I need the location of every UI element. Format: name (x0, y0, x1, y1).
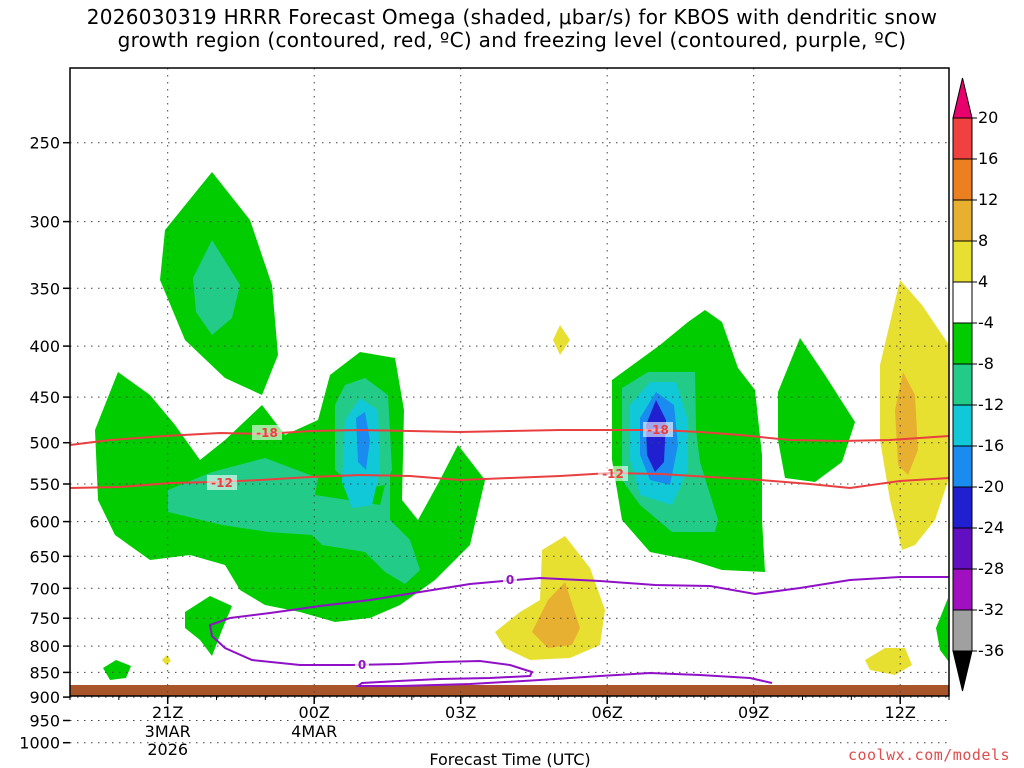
x-axis-label: Forecast Time (UTC) (429, 750, 590, 768)
freezing-level-upper (208, 576, 949, 687)
colorbar-swatch (952, 568, 973, 611)
colorbar-label: -20 (978, 477, 1004, 496)
chart-title: 2026030319 HRRR Forecast Omega (shaded, … (0, 6, 1024, 52)
y-tick-label: 350 (29, 279, 60, 298)
chart-title-line2: growth region (contoured, red, ºC) and f… (117, 28, 907, 52)
y-tick-label: 950 (29, 712, 60, 731)
colorbar-swatch (952, 240, 973, 283)
freezing-label-1: 0 (506, 573, 514, 587)
isotherm-label-12-east: -12 (602, 467, 624, 481)
x-tick-sublabel: 3MAR (145, 722, 191, 741)
y-tick-label: 700 (29, 579, 60, 598)
chart-title-line1: 2026030319 HRRR Forecast Omega (shaded, … (86, 5, 938, 29)
y-tick-label: 300 (29, 213, 60, 232)
y-tick-label: 600 (29, 513, 60, 532)
omega-area-teal-upper (193, 240, 240, 335)
colorbar-top-arrow (952, 77, 973, 119)
y-tick-label: 800 (29, 637, 60, 656)
colorbar-swatch (952, 486, 973, 529)
colorbar-swatch (952, 445, 973, 488)
x-tick-label: 00Z (299, 703, 330, 722)
colorbar-label: -24 (978, 518, 1004, 537)
omega-area-yellow-small3 (162, 655, 171, 665)
colorbar-label: -28 (978, 559, 1004, 578)
x-tick-label: 09Z (738, 703, 769, 722)
colorbar-label: 12 (978, 190, 998, 209)
y-tick-label: 500 (29, 434, 60, 453)
colorbar-label: -36 (978, 641, 1004, 660)
x-tick-label: 06Z (592, 703, 623, 722)
x-tick-sublabel: 4MAR (291, 722, 337, 741)
y-tick-label: 900 (29, 688, 60, 707)
colorbar-label: 16 (978, 149, 998, 168)
colorbar-label: -32 (978, 600, 1004, 619)
x-tick-sublabel: 2026 (147, 740, 188, 759)
y-tick-label: 850 (29, 663, 60, 682)
colorbar-swatch (952, 322, 973, 365)
colorbar-swatch (952, 117, 973, 160)
colorbar-swatch (952, 404, 973, 447)
isotherm-label-12-west: -12 (211, 476, 233, 490)
omega-area-green-10z (778, 338, 855, 482)
colorbar-swatch (952, 199, 973, 242)
isotherm-labels: -18 -18 -12 -12 (207, 422, 673, 490)
colorbar-bottom-arrow (952, 650, 973, 692)
colorbar-label: -8 (978, 354, 994, 373)
isotherm-label-18-east: -18 (647, 423, 669, 437)
colorbar-label: 8 (978, 231, 988, 250)
y-tick-label: 450 (29, 388, 60, 407)
ground-surface (70, 685, 949, 696)
omega-area-orange-05z (532, 582, 580, 648)
omega-area-orange-12z (895, 372, 918, 475)
colorbar-swatch (952, 527, 973, 570)
colorbar-label: 20 (978, 108, 998, 127)
freezing-label-2: 0 (358, 658, 366, 672)
y-tick-label: 650 (29, 547, 60, 566)
y-tick-label: 1000 (19, 734, 60, 753)
omega-area-green-small1 (185, 596, 232, 656)
colorbar-swatch (952, 363, 973, 406)
y-tick-label: 400 (29, 337, 60, 356)
colorbar-label: -16 (978, 436, 1004, 455)
y-tick-label: 550 (29, 475, 60, 494)
colorbar-label: -12 (978, 395, 1004, 414)
omega-area-yellow-small2 (865, 648, 912, 675)
x-tick-label: 03Z (445, 703, 476, 722)
x-tick-label: 21Z (152, 703, 183, 722)
colorbar: 20 16 12 8 4 -4 -8 -12 -16 -20 -24 -28 -32 -36 (952, 77, 1004, 692)
isotherm-label-18-west: -18 (256, 426, 278, 440)
freezing-level-labels: 0 0 (355, 572, 517, 672)
watermark: coolwx.com/models (847, 746, 1010, 764)
omega-area-blue-01z (356, 412, 370, 470)
omega-area-green-small2 (103, 660, 131, 680)
isotherm-minus18 (69, 428, 950, 446)
colorbar-label: 4 (978, 272, 988, 291)
x-tick-label: 12Z (885, 703, 916, 722)
colorbar-swatch (952, 609, 973, 652)
y-axis: 250 300 350 400 450 500 550 600 650 700 750 800 850 9… (19, 134, 70, 753)
colorbar-swatch (952, 158, 973, 201)
omega-area-yellow-small1 (553, 325, 570, 355)
y-tick-label: 750 (29, 609, 60, 628)
colorbar-swatch (952, 281, 973, 324)
colorbar-label: -4 (978, 313, 994, 332)
y-tick-label: 250 (29, 134, 60, 153)
